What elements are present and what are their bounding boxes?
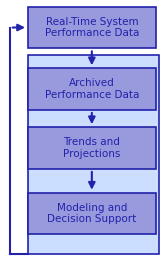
Bar	[28, 127, 156, 169]
Bar	[28, 68, 156, 110]
Text: Trends and
Projections: Trends and Projections	[63, 137, 121, 159]
Text: Modeling and
Decision Support: Modeling and Decision Support	[47, 203, 136, 224]
Text: Real-Time System
Performance Data: Real-Time System Performance Data	[45, 17, 139, 38]
Bar	[28, 7, 156, 48]
Bar	[28, 55, 159, 254]
Bar	[28, 193, 156, 234]
Text: Archived
Performance Data: Archived Performance Data	[45, 78, 139, 100]
